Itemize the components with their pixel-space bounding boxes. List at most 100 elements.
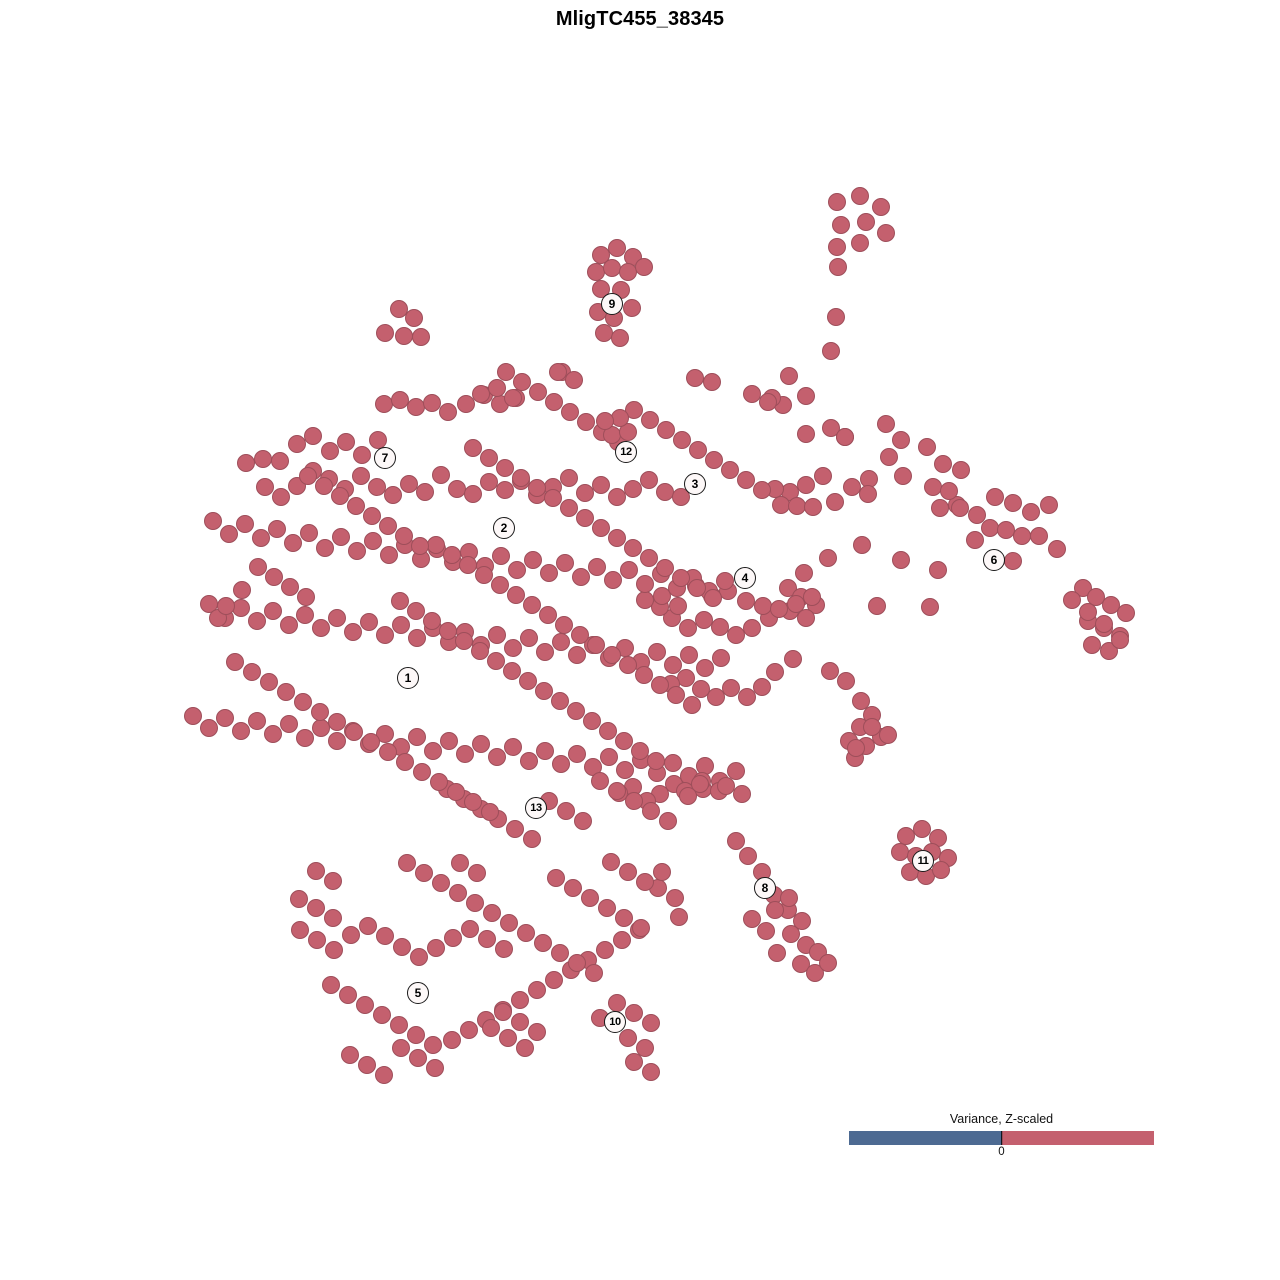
- network-node[interactable]: [1030, 527, 1048, 545]
- network-node[interactable]: [602, 853, 620, 871]
- network-node[interactable]: [398, 854, 416, 872]
- network-node[interactable]: [891, 843, 909, 861]
- network-node[interactable]: [504, 738, 522, 756]
- network-node[interactable]: [511, 1013, 529, 1031]
- network-node[interactable]: [696, 659, 714, 677]
- network-node[interactable]: [497, 363, 515, 381]
- network-node[interactable]: [659, 812, 677, 830]
- network-node[interactable]: [581, 889, 599, 907]
- network-node[interactable]: [392, 616, 410, 634]
- network-node[interactable]: [534, 934, 552, 952]
- network-node[interactable]: [507, 586, 525, 604]
- network-node[interactable]: [924, 478, 942, 496]
- network-node[interactable]: [432, 466, 450, 484]
- network-node[interactable]: [986, 488, 1004, 506]
- network-node[interactable]: [392, 1039, 410, 1057]
- network-node[interactable]: [821, 662, 839, 680]
- network-node[interactable]: [672, 569, 690, 587]
- cluster-label-5[interactable]: 5: [407, 982, 429, 1004]
- network-node[interactable]: [592, 476, 610, 494]
- network-node[interactable]: [561, 403, 579, 421]
- network-node[interactable]: [456, 745, 474, 763]
- network-node[interactable]: [379, 743, 397, 761]
- network-node[interactable]: [599, 722, 617, 740]
- network-node[interactable]: [727, 626, 745, 644]
- network-node[interactable]: [551, 692, 569, 710]
- network-node[interactable]: [520, 629, 538, 647]
- network-node[interactable]: [512, 469, 530, 487]
- network-node[interactable]: [439, 622, 457, 640]
- network-node[interactable]: [851, 234, 869, 252]
- network-node[interactable]: [635, 258, 653, 276]
- network-node[interactable]: [613, 931, 631, 949]
- network-node[interactable]: [819, 549, 837, 567]
- network-node[interactable]: [380, 546, 398, 564]
- network-node[interactable]: [552, 633, 570, 651]
- network-node[interactable]: [828, 238, 846, 256]
- network-node[interactable]: [951, 499, 969, 517]
- network-node[interactable]: [496, 459, 514, 477]
- network-node[interactable]: [608, 529, 626, 547]
- network-node[interactable]: [829, 258, 847, 276]
- network-node[interactable]: [344, 623, 362, 641]
- network-node[interactable]: [519, 672, 537, 690]
- network-node[interactable]: [672, 488, 690, 506]
- network-node[interactable]: [424, 742, 442, 760]
- network-node[interactable]: [619, 863, 637, 881]
- network-node[interactable]: [506, 820, 524, 838]
- network-node[interactable]: [822, 419, 840, 437]
- network-node[interactable]: [494, 1003, 512, 1021]
- network-node[interactable]: [341, 1046, 359, 1064]
- network-node[interactable]: [592, 519, 610, 537]
- network-node[interactable]: [236, 515, 254, 533]
- network-node[interactable]: [913, 820, 931, 838]
- network-node[interactable]: [892, 551, 910, 569]
- network-node[interactable]: [413, 763, 431, 781]
- network-node[interactable]: [352, 467, 370, 485]
- network-node[interactable]: [416, 483, 434, 501]
- network-node[interactable]: [679, 619, 697, 637]
- network-node[interactable]: [478, 930, 496, 948]
- network-node[interactable]: [822, 342, 840, 360]
- network-node[interactable]: [616, 761, 634, 779]
- network-node[interactable]: [376, 927, 394, 945]
- network-node[interactable]: [430, 773, 448, 791]
- network-node[interactable]: [528, 1023, 546, 1041]
- network-node[interactable]: [1063, 591, 1081, 609]
- network-node[interactable]: [651, 676, 669, 694]
- network-node[interactable]: [480, 449, 498, 467]
- network-node[interactable]: [847, 739, 865, 757]
- network-node[interactable]: [859, 485, 877, 503]
- network-node[interactable]: [1095, 615, 1113, 633]
- network-node[interactable]: [412, 328, 430, 346]
- network-node[interactable]: [342, 926, 360, 944]
- network-node[interactable]: [653, 863, 671, 881]
- network-node[interactable]: [929, 561, 947, 579]
- network-node[interactable]: [423, 612, 441, 630]
- network-node[interactable]: [642, 1014, 660, 1032]
- network-node[interactable]: [517, 924, 535, 942]
- network-node[interactable]: [565, 371, 583, 389]
- network-node[interactable]: [328, 732, 346, 750]
- network-node[interactable]: [656, 559, 674, 577]
- network-node[interactable]: [529, 383, 547, 401]
- network-node[interactable]: [325, 941, 343, 959]
- network-node[interactable]: [787, 595, 805, 613]
- network-node[interactable]: [337, 433, 355, 451]
- network-node[interactable]: [872, 198, 890, 216]
- network-node[interactable]: [688, 579, 706, 597]
- network-node[interactable]: [461, 920, 479, 938]
- network-node[interactable]: [468, 864, 486, 882]
- network-node[interactable]: [508, 561, 526, 579]
- network-node[interactable]: [408, 728, 426, 746]
- network-node[interactable]: [1013, 527, 1031, 545]
- network-node[interactable]: [439, 403, 457, 421]
- network-node[interactable]: [280, 616, 298, 634]
- network-node[interactable]: [759, 393, 777, 411]
- network-node[interactable]: [827, 308, 845, 326]
- network-node[interactable]: [683, 696, 701, 714]
- network-node[interactable]: [877, 224, 895, 242]
- network-node[interactable]: [488, 748, 506, 766]
- network-node[interactable]: [545, 393, 563, 411]
